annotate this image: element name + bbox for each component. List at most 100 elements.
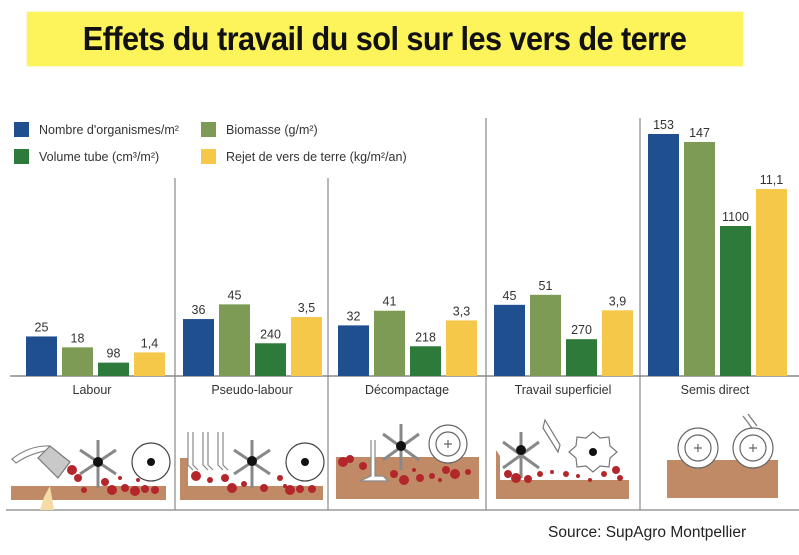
bar-biomasse <box>684 142 715 376</box>
bar-biomasse <box>62 347 93 376</box>
bar-organismes <box>494 304 525 376</box>
earthworm-clod-icon <box>141 485 149 493</box>
earthworm-clod-icon <box>390 470 398 478</box>
legend-item-rejet: Rejet de vers de terre (kg/m²/an) <box>201 149 407 164</box>
plus-icon <box>444 440 452 448</box>
title-banner: Effets du travail du sol sur les vers de… <box>27 12 743 66</box>
legend: Nombre d'organismes/m² Biomasse (g/m²) V… <box>14 122 434 172</box>
seeder-wheel-inner-icon <box>739 434 767 462</box>
earthworm-clod-icon <box>283 484 287 488</box>
seeder-wheel-inner-icon <box>684 434 712 462</box>
data-label: 51 <box>539 279 553 293</box>
illustration-travail-superficiel <box>496 418 629 499</box>
earthworm-clod-icon <box>191 471 201 481</box>
earthworm-clod-icon <box>399 475 409 485</box>
data-label: 218 <box>415 330 436 344</box>
earthworm-clod-icon <box>136 478 140 482</box>
data-label: 98 <box>107 347 121 361</box>
earthworm-clod-icon <box>118 476 122 480</box>
data-label: 36 <box>192 303 206 317</box>
earthworm-clod-icon <box>442 466 450 474</box>
illustration-labour <box>11 440 171 510</box>
earthworm-clod-icon <box>550 470 554 474</box>
category-label: Pseudo-labour <box>211 383 292 397</box>
earthworm-clod-icon <box>511 473 521 483</box>
earthworm-clod-icon <box>277 475 283 481</box>
category-label: Décompactage <box>365 383 449 397</box>
data-label: 3,9 <box>609 294 626 308</box>
bar-volume <box>566 339 597 376</box>
data-label: 45 <box>228 288 242 302</box>
data-label: 1,4 <box>141 336 158 350</box>
earthworm-clod-icon <box>504 470 512 478</box>
data-label: 3,5 <box>298 301 315 315</box>
packer-roller-inner-icon <box>435 431 461 457</box>
earthworm-clod-icon <box>429 473 435 479</box>
bar-volume <box>410 346 441 376</box>
legend-swatch-rejet <box>201 149 216 164</box>
earthworm-clod-icon <box>296 485 304 493</box>
legend-swatch-biomasse <box>201 122 216 137</box>
bar-volume <box>720 226 751 376</box>
legend-label: Volume tube (cm³/m²) <box>39 149 160 164</box>
legend-swatch-organismes <box>14 122 29 137</box>
legend-swatch-volume <box>14 149 29 164</box>
earthworm-clod-icon <box>121 484 129 492</box>
illustration-pseudo-labour <box>180 432 325 500</box>
earthworm-clod-icon <box>151 486 159 494</box>
category-label: Travail superficiel <box>515 383 612 397</box>
earthworm-clod-icon <box>412 468 416 472</box>
earthworm-clod-icon <box>359 462 367 470</box>
illustration-decompactage <box>336 424 479 499</box>
legend-label: Biomasse (g/m²) <box>226 122 318 137</box>
legend-label: Rejet de vers de terre (kg/m²/an) <box>226 149 407 164</box>
earthworm-clod-icon <box>67 465 77 475</box>
illustration-semis-direct <box>667 413 778 498</box>
earthworm-clod-icon <box>450 469 460 479</box>
bar-organismes <box>183 319 214 376</box>
roller-hub-icon <box>147 458 155 466</box>
earthworm-clod-icon <box>617 475 623 481</box>
bar-rejet <box>134 352 165 376</box>
earthworm-clod-icon <box>346 455 354 463</box>
roller-hub-icon <box>301 458 309 466</box>
earthworm-clod-icon <box>588 478 592 482</box>
earthworm-clod-icon <box>130 486 140 496</box>
earthworm-clod-icon <box>221 474 229 482</box>
data-label: 147 <box>689 126 710 140</box>
bar-biomasse <box>374 310 405 376</box>
earthworm-clods <box>67 455 623 496</box>
data-label: 11,1 <box>760 173 783 187</box>
disc-icon <box>542 418 561 454</box>
tines-icon <box>187 432 229 471</box>
data-label: 240 <box>260 327 281 341</box>
tillage-illustrations <box>11 413 778 510</box>
earthworm-clod-icon <box>260 484 268 492</box>
earthworm-clod-icon <box>101 478 109 486</box>
earthworm-clod-icon <box>107 485 117 495</box>
data-label: 45 <box>503 289 517 303</box>
data-label: 3,3 <box>453 304 470 318</box>
bar-rejet <box>756 189 787 376</box>
earthworm-clod-icon <box>74 474 82 482</box>
data-label: 25 <box>35 320 49 334</box>
earthworm-clod-icon <box>465 469 471 475</box>
earthworm-clod-icon <box>524 475 532 483</box>
earthworm-clod-icon <box>227 483 237 493</box>
earthworm-clod-icon <box>285 485 295 495</box>
earthworm-clod-icon <box>537 471 543 477</box>
data-label: 1100 <box>722 210 749 224</box>
bar-rejet <box>291 317 322 376</box>
bar-organismes <box>26 336 57 376</box>
earthworm-clod-icon <box>308 485 316 493</box>
data-label: 18 <box>71 331 85 345</box>
legend-item-organismes: Nombre d'organismes/m² <box>14 122 179 137</box>
data-label: 32 <box>347 309 361 323</box>
data-label: 270 <box>571 323 592 337</box>
chart-title: Effets du travail du sol sur les vers de… <box>83 20 687 57</box>
earthworm-clod-icon <box>81 487 87 493</box>
bar-organismes <box>338 325 369 376</box>
bar-rejet <box>446 320 477 376</box>
source-caption: Source: SupAgro Montpellier <box>548 524 747 541</box>
